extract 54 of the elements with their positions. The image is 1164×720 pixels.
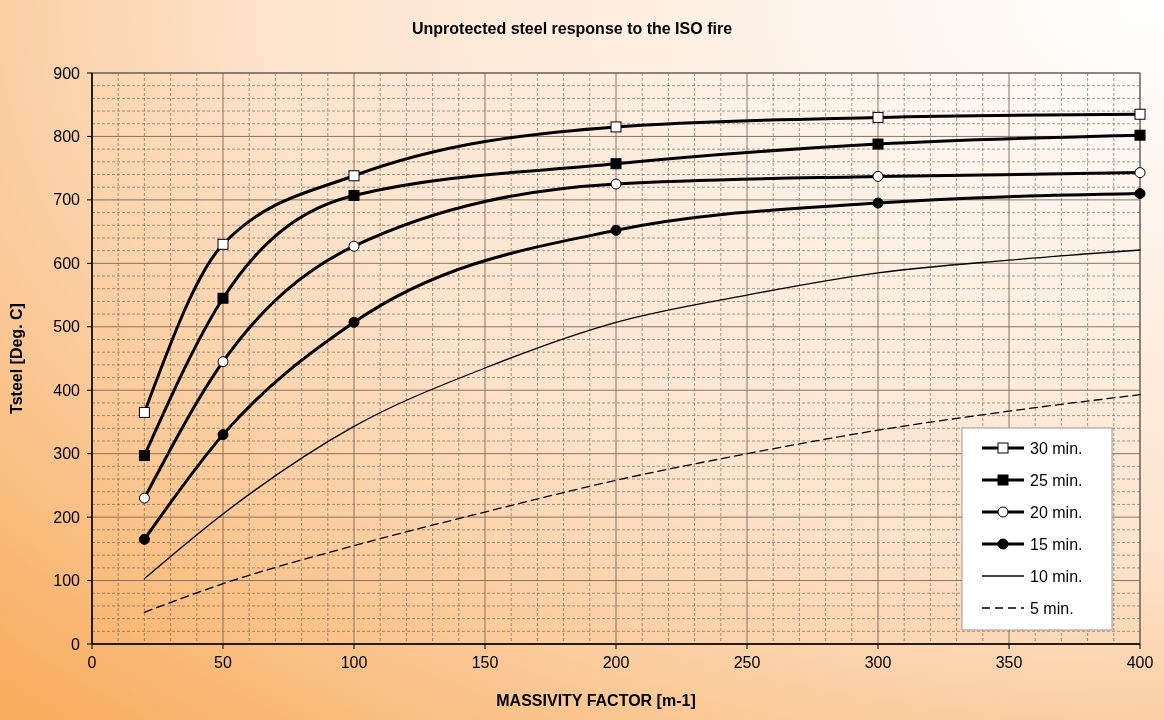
chart-title: Unprotected steel response to the ISO fire — [411, 20, 733, 37]
x-tick-label: 100 — [340, 654, 368, 671]
legend-label: 15 min. — [1030, 535, 1083, 553]
point — [217, 356, 229, 368]
x-tick-label: 300 — [864, 654, 892, 671]
point — [1134, 167, 1146, 179]
y-tick-label: 0 — [71, 635, 81, 653]
y-axis-title: Tsteel [Deg. C] — [8, 303, 25, 414]
x-tick-label: 200 — [602, 654, 630, 671]
point — [348, 316, 360, 328]
y-tick-label: 900 — [53, 64, 81, 82]
x-tick-label: 0 — [87, 654, 97, 671]
point — [217, 238, 229, 250]
point — [1134, 129, 1146, 141]
point — [610, 224, 622, 236]
line-series — [143, 394, 1141, 613]
point — [1134, 108, 1146, 120]
x-tick-label: 400 — [1126, 654, 1154, 671]
x-tick-label: 250 — [733, 654, 761, 671]
x-tick-label: 150 — [471, 654, 499, 671]
point — [348, 170, 360, 182]
y-tick-label: 400 — [53, 381, 81, 399]
point — [348, 189, 360, 201]
y-tick-label: 300 — [53, 445, 81, 463]
y-tick-label: 700 — [53, 191, 81, 209]
point — [138, 450, 150, 462]
point — [610, 158, 622, 170]
legend-label: 5 min. — [1030, 599, 1074, 617]
line-series — [143, 249, 1141, 580]
legend-label: 20 min. — [1030, 503, 1083, 521]
point — [138, 492, 150, 504]
point — [610, 178, 622, 190]
x-tick-label: 350 — [995, 654, 1023, 671]
y-tick-label: 800 — [53, 128, 81, 146]
point — [872, 111, 884, 123]
x-tick-label: 50 — [214, 654, 232, 671]
legend-label: 25 min. — [1030, 471, 1083, 489]
point — [610, 121, 622, 133]
y-tick-label: 200 — [53, 508, 81, 526]
point — [217, 292, 229, 304]
point — [217, 429, 229, 441]
point — [138, 533, 150, 545]
x-axis-title: MASSIVITY FACTOR [m-1] — [496, 692, 696, 709]
y-tick-label: 600 — [53, 254, 81, 272]
point — [872, 138, 884, 150]
point — [138, 406, 150, 418]
y-tick-label: 500 — [53, 318, 81, 336]
point — [872, 170, 884, 182]
legend-label: 30 min. — [1030, 439, 1083, 457]
point — [348, 240, 360, 252]
point — [872, 197, 884, 209]
legend-label: 10 min. — [1030, 567, 1083, 585]
y-tick-label: 100 — [53, 572, 81, 590]
point — [1134, 188, 1146, 200]
